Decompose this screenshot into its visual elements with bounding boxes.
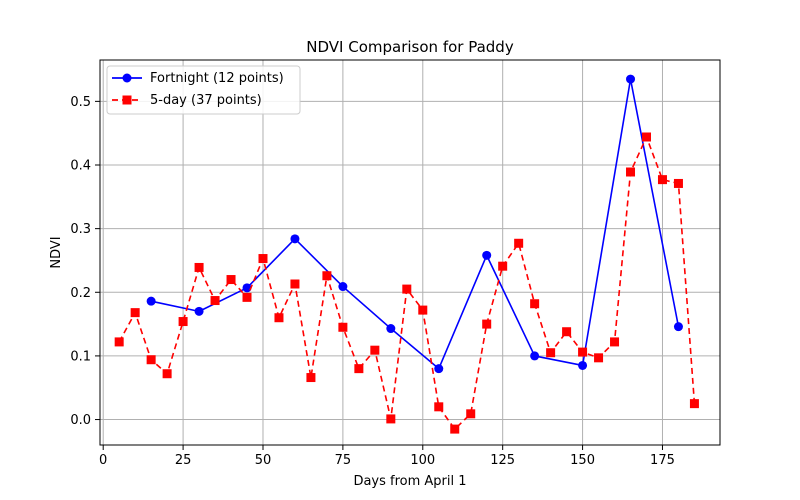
x-tick-label: 50 bbox=[255, 453, 272, 468]
data-point-5day bbox=[626, 167, 636, 177]
data-point-fortnight bbox=[386, 324, 396, 334]
data-point-5day bbox=[673, 178, 683, 188]
data-point-5day bbox=[114, 337, 124, 347]
data-point-5day bbox=[242, 292, 252, 302]
data-point-5day bbox=[466, 409, 476, 419]
series-layer bbox=[114, 74, 699, 434]
data-point-5day bbox=[194, 262, 204, 272]
x-axis-label: Days from April 1 bbox=[353, 474, 466, 489]
data-point-5day bbox=[386, 414, 396, 424]
y-tick-label: 0.5 bbox=[70, 95, 91, 110]
y-tick-label: 0.4 bbox=[70, 159, 91, 174]
y-axis-label: NDVI bbox=[49, 236, 64, 268]
data-point-fortnight bbox=[434, 364, 444, 374]
data-point-5day bbox=[418, 305, 428, 315]
data-point-5day bbox=[354, 364, 364, 374]
data-point-5day bbox=[546, 348, 556, 358]
data-point-5day bbox=[610, 337, 620, 347]
legend-label-5day: 5-day (37 points) bbox=[150, 93, 262, 108]
x-tick-label: 0 bbox=[99, 453, 107, 468]
data-point-5day bbox=[689, 399, 699, 409]
data-point-fortnight bbox=[146, 296, 156, 306]
data-point-5day bbox=[306, 373, 316, 383]
plot-frame bbox=[99, 59, 721, 446]
data-point-5day bbox=[162, 369, 172, 379]
data-point-5day bbox=[641, 132, 651, 142]
data-point-fortnight bbox=[673, 322, 683, 332]
legend-marker-5day bbox=[122, 95, 132, 105]
data-point-5day bbox=[130, 308, 140, 318]
x-tick-label: 100 bbox=[410, 453, 435, 468]
x-tick-label: 125 bbox=[490, 453, 515, 468]
data-point-5day bbox=[370, 345, 380, 355]
data-point-5day bbox=[514, 238, 524, 248]
data-point-5day bbox=[402, 284, 412, 294]
data-point-5day bbox=[146, 355, 156, 365]
data-point-5day bbox=[290, 279, 300, 289]
data-point-5day bbox=[657, 175, 667, 185]
legend-label-fortnight: Fortnight (12 points) bbox=[150, 71, 284, 86]
data-point-fortnight bbox=[242, 283, 252, 293]
x-tick-label: 175 bbox=[650, 453, 675, 468]
data-point-5day bbox=[530, 299, 540, 309]
data-point-fortnight bbox=[626, 74, 636, 84]
data-point-5day bbox=[258, 254, 268, 264]
data-point-5day bbox=[562, 327, 572, 337]
data-point-5day bbox=[338, 322, 348, 332]
data-point-5day bbox=[274, 313, 284, 323]
data-point-5day bbox=[450, 424, 460, 434]
y-tick-label: 0.2 bbox=[70, 286, 91, 301]
data-point-5day bbox=[210, 296, 220, 306]
y-tick-label: 0.3 bbox=[70, 222, 91, 237]
data-point-5day bbox=[322, 271, 332, 281]
data-point-5day bbox=[498, 261, 508, 271]
data-point-5day bbox=[226, 275, 236, 285]
data-point-fortnight bbox=[482, 250, 492, 260]
legend-marker-fortnight bbox=[122, 73, 132, 83]
data-point-5day bbox=[178, 317, 188, 327]
x-tick-label: 25 bbox=[175, 453, 192, 468]
y-tick-label: 0.0 bbox=[70, 413, 91, 428]
x-tick-label: 150 bbox=[570, 453, 595, 468]
data-point-fortnight bbox=[578, 360, 588, 370]
plot-background bbox=[100, 60, 720, 445]
data-point-5day bbox=[482, 319, 492, 329]
data-point-5day bbox=[594, 353, 604, 363]
data-point-fortnight bbox=[194, 306, 204, 316]
axis-layer: 0 25 50 75 100 125 150 175 0.0 0.1 0.2 0.3 0.4 0.5 bbox=[70, 95, 675, 468]
data-point-5day bbox=[578, 347, 588, 357]
x-tick-label: 75 bbox=[335, 453, 352, 468]
legend-box bbox=[106, 65, 301, 115]
data-point-fortnight bbox=[338, 282, 348, 292]
data-point-fortnight bbox=[290, 234, 300, 244]
data-point-5day bbox=[434, 402, 444, 412]
y-tick-label: 0.1 bbox=[70, 349, 91, 364]
series-line-0 bbox=[150, 78, 680, 370]
legend: Fortnight (12 points) 5-day (37 points) bbox=[106, 65, 301, 115]
chart-title: NDVI Comparison for Paddy bbox=[306, 38, 514, 56]
data-point-fortnight bbox=[530, 351, 540, 361]
